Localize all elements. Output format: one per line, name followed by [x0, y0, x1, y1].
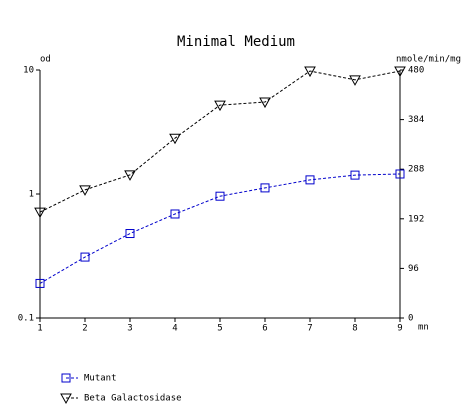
data-point [34, 207, 46, 219]
legend-marker [61, 373, 71, 383]
x-axis-label: mn [418, 323, 429, 333]
x-tick-label: 9 [397, 324, 402, 334]
series-line [39, 173, 401, 284]
series-line [39, 70, 401, 213]
y2-axis-label: nmole/min/mg [396, 55, 461, 65]
data-point [304, 66, 316, 78]
data-point [124, 170, 136, 181]
data-point [170, 209, 180, 219]
x-tick-label: 4 [172, 324, 177, 334]
data-point [305, 175, 315, 185]
data-point [350, 170, 360, 180]
y-tick-label: 0.1 [18, 314, 34, 324]
y-tick-label: 10 [23, 66, 34, 76]
x-tick-label: 6 [262, 324, 267, 334]
data-point [215, 191, 225, 201]
y-tick-label: 1 [29, 190, 34, 200]
data-point [35, 278, 45, 288]
data-point [395, 169, 405, 179]
data-point [260, 183, 270, 193]
data-point [259, 97, 271, 109]
y2-tick-label: 0 [408, 314, 413, 324]
y2-tick-label: 96 [408, 264, 419, 274]
legend-label: Beta Galactosidase [84, 394, 182, 404]
x-tick-label: 5 [217, 324, 222, 334]
data-point [169, 133, 181, 145]
chart-title: Minimal Medium [177, 34, 295, 50]
y2-tick-label: 288 [408, 165, 424, 175]
x-tick-label: 3 [127, 324, 132, 334]
x-tick-label: 2 [82, 324, 87, 334]
data-point [79, 185, 91, 196]
data-point [80, 252, 90, 262]
legend-label: Mutant [84, 374, 117, 384]
data-point [214, 100, 226, 112]
x-tick-label: 1 [37, 324, 42, 334]
y2-tick-label: 192 [408, 214, 424, 224]
y2-tick-label: 480 [408, 66, 424, 76]
data-point [125, 229, 135, 239]
data-point [349, 75, 361, 86]
legend-marker [60, 393, 72, 405]
x-tick-label: 8 [352, 324, 357, 334]
y2-tick-label: 384 [408, 115, 424, 125]
y-axis-label: od [40, 55, 51, 65]
x-tick-label: 7 [307, 324, 312, 334]
data-point [394, 66, 406, 78]
